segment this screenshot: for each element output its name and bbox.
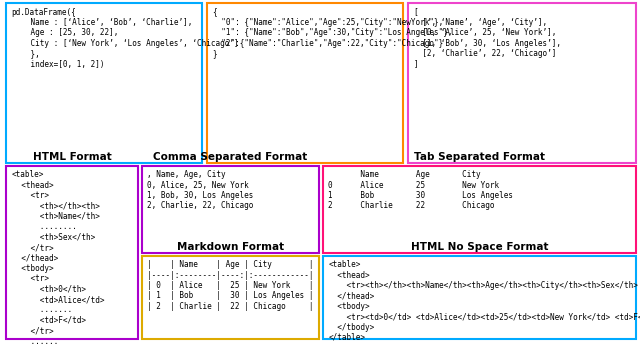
FancyBboxPatch shape [323, 166, 636, 253]
FancyBboxPatch shape [6, 3, 202, 163]
Text: |    | Name    | Age | City        |
|----|:--------|----:|:------------|
| 0  |: | | Name | Age | City | |----|:--------|… [147, 260, 314, 311]
Text: Tab Separated Format: Tab Separated Format [414, 152, 545, 162]
FancyBboxPatch shape [207, 3, 403, 163]
Text: , Name, Age, City
0, Alice, 25, New York
1, Bob, 30, Los Angeles
2, Charlie, 22,: , Name, Age, City 0, Alice, 25, New York… [147, 170, 253, 210]
Text: <table>
  <thead>
    <tr>
      <th></th><th>
      <th>Name</th>
      .......: <table> <thead> <tr> <th></th><th> <th>N… [12, 170, 104, 346]
FancyBboxPatch shape [408, 3, 636, 163]
Text: <table>
  <thead>
    <tr><th></th><th>Name</th><th>Age</th><th>City</th><th>Sex: <table> <thead> <tr><th></th><th>Name</t… [328, 260, 640, 342]
FancyBboxPatch shape [323, 256, 636, 339]
Text: Name        Age       City
0      Alice       25        New York
1      Bob     : Name Age City 0 Alice 25 New York 1 Bob [328, 170, 513, 210]
FancyBboxPatch shape [142, 166, 319, 253]
Text: HTML Format: HTML Format [33, 152, 111, 162]
Text: pd.DataFrame({
    Name : [‘Alice’, ‘Bob’, ‘Charlie’],
    Age : [25, 30, 22],
 : pd.DataFrame({ Name : [‘Alice’, ‘Bob’, ‘… [12, 8, 238, 69]
Text: HTML No Space Format: HTML No Space Format [411, 242, 548, 252]
FancyBboxPatch shape [6, 166, 138, 339]
Text: {
  "0": {"Name":"Alice","Age":25,"City":"NewYork"},
  "1": {"Name":"Bob","Age":: { "0": {"Name":"Alice","Age":25,"City":"… [212, 8, 452, 58]
Text: Comma Separated Format: Comma Separated Format [153, 152, 308, 162]
Text: Markdown Format: Markdown Format [177, 242, 284, 252]
FancyBboxPatch shape [142, 256, 319, 339]
Text: [
  [‘, ‘Name’, ‘Age’, ‘City’],
  [0, ‘Alice’, 25, ‘New York’],
  [1, ‘Bob’, 30,: [ [‘, ‘Name’, ‘Age’, ‘City’], [0, ‘Alice… [413, 8, 561, 69]
